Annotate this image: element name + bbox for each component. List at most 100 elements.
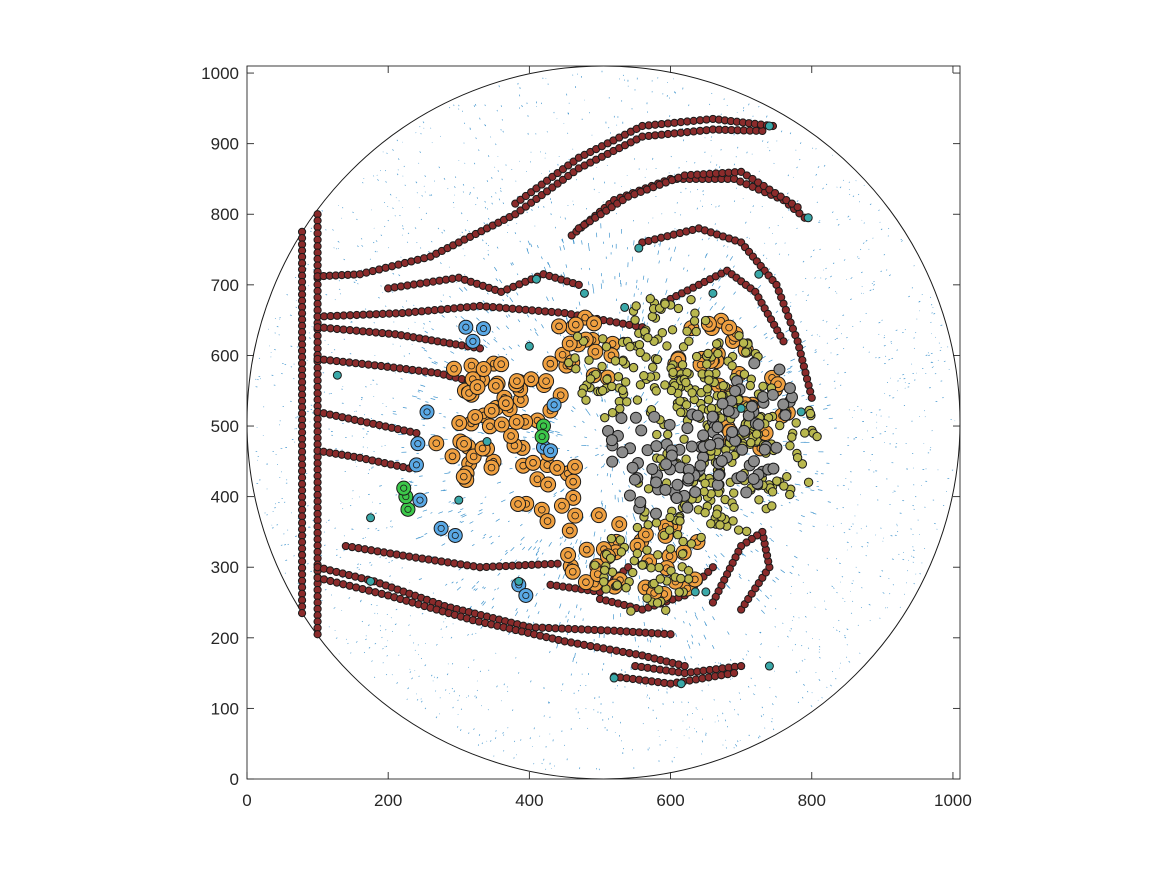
orange-marker-core: [471, 413, 479, 421]
olive-marker: [564, 357, 574, 368]
blue-marker-core: [451, 531, 459, 540]
olive-marker: [702, 384, 713, 394]
gray-marker: [777, 398, 790, 411]
orange-marker-core: [455, 419, 464, 427]
blue-marker-core: [522, 591, 530, 600]
olive-marker: [754, 495, 764, 505]
gray-marker: [770, 441, 783, 454]
y-tick-label: 800: [211, 205, 239, 224]
orange-marker-core: [546, 359, 555, 368]
green-marker: [534, 429, 550, 445]
olive-marker: [758, 381, 768, 391]
teal-marker: [690, 587, 700, 597]
olive-marker: [700, 478, 710, 489]
olive-marker: [703, 348, 713, 359]
maroon-marker: [560, 308, 569, 318]
olive-marker: [681, 454, 691, 464]
gray-marker: [706, 410, 719, 423]
gray-marker: [773, 363, 786, 376]
maroon-marker: [579, 640, 589, 649]
orange-marker-core: [502, 399, 510, 407]
y-tick-label: 0: [230, 770, 239, 789]
teal-marker: [708, 288, 718, 298]
gray-marker: [682, 472, 695, 485]
olive-marker: [713, 348, 723, 359]
olive-marker: [706, 519, 716, 529]
orange-marker-core: [556, 391, 565, 400]
olive-marker: [601, 342, 612, 352]
olive-marker: [662, 341, 672, 351]
olive-marker: [654, 562, 664, 573]
orange-marker-core: [497, 360, 505, 368]
maroon-marker: [297, 609, 307, 618]
orange-marker-core: [538, 505, 546, 514]
olive-marker: [684, 336, 694, 346]
olive-marker: [642, 545, 652, 555]
olive-marker: [696, 532, 706, 543]
orange-marker-core: [582, 545, 591, 554]
gray-marker: [635, 424, 648, 437]
gray-marker: [634, 496, 647, 509]
orange-marker-core: [558, 350, 567, 359]
olive-marker: [681, 400, 692, 410]
olive-marker: [791, 418, 801, 428]
olive-marker: [727, 361, 737, 371]
orange-marker-core: [553, 464, 561, 472]
orange-marker: [525, 454, 542, 471]
olive-marker: [598, 334, 608, 344]
gray-marker: [711, 478, 724, 491]
olive-marker: [654, 584, 664, 595]
olive-marker: [577, 388, 587, 398]
orange-marker-core: [566, 526, 574, 535]
teal-marker: [482, 437, 492, 447]
olive-marker: [785, 441, 795, 451]
gray-marker: [747, 472, 760, 485]
tick-layer: 0 200 400 600 800 1000 0 100 200 300 400 500 600 700 8…: [201, 64, 972, 810]
olive-marker: [602, 374, 612, 385]
olive-marker: [572, 331, 583, 342]
maroon-marker: [586, 641, 595, 651]
blue-marker: [412, 492, 428, 508]
olive-marker: [632, 395, 643, 405]
olive-marker: [632, 548, 643, 559]
teal-marker: [454, 495, 464, 505]
olive-marker: [772, 476, 782, 486]
y-tick-label: 500: [211, 417, 239, 436]
blue-marker-core: [550, 401, 558, 409]
orange-marker-core: [595, 511, 603, 519]
olive-marker: [800, 428, 810, 438]
olive-marker: [712, 509, 722, 519]
maroon-marker: [592, 643, 602, 652]
maroon-marker: [680, 661, 689, 671]
gray-marker: [650, 476, 663, 489]
teal-marker: [676, 679, 686, 689]
orange-marker-core: [514, 500, 522, 508]
blue-marker: [419, 404, 435, 420]
green-marker-core: [404, 505, 412, 513]
orange-marker: [542, 355, 559, 372]
orange-marker: [497, 395, 514, 412]
maroon-marker: [553, 559, 562, 568]
olive-marker: [741, 526, 752, 537]
orange-marker-core: [564, 551, 572, 559]
orange-marker: [493, 416, 510, 433]
teal-marker: [366, 513, 376, 523]
orange-marker-core: [507, 432, 515, 440]
orange-marker-core: [478, 444, 487, 453]
gray-marker: [697, 429, 710, 442]
teal-marker: [579, 288, 589, 298]
gray-marker: [649, 507, 662, 520]
orange-marker: [428, 435, 445, 452]
orange-marker-core: [717, 317, 725, 325]
gray-marker: [685, 440, 698, 453]
teal-marker: [332, 370, 342, 380]
orange-marker: [565, 473, 582, 490]
olive-marker: [681, 377, 691, 388]
green-marker: [396, 480, 412, 496]
olive-marker: [615, 403, 625, 414]
teal-marker: [754, 269, 764, 279]
olive-marker: [775, 420, 785, 431]
y-tick-label: 400: [211, 488, 239, 507]
blue-marker: [543, 443, 559, 459]
